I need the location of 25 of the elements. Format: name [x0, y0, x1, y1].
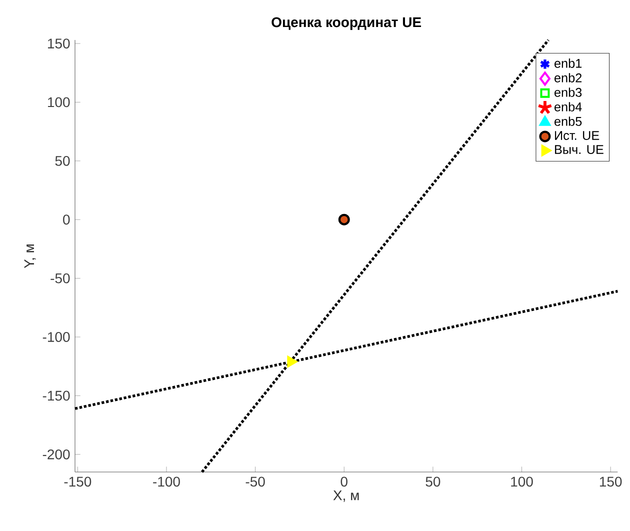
- y-tick-label: -200: [42, 449, 70, 460]
- y-tick-label: -150: [42, 390, 70, 401]
- x-tick-label: 150: [600, 476, 622, 487]
- y-tick-label: 50: [55, 156, 70, 166]
- x-tick-label: 50: [426, 476, 440, 487]
- x-tick-label: -50: [246, 476, 265, 487]
- legend-label: enb2: [554, 73, 582, 82]
- y-tick-label: 150: [48, 38, 70, 48]
- legend-label: Выч. UE: [555, 145, 604, 154]
- x-tick-label: -100: [153, 476, 180, 487]
- legend-label: enb3: [554, 88, 582, 97]
- legend-label: enb4: [554, 102, 582, 112]
- x-tick-label: -150: [64, 476, 92, 487]
- y-axis-title: Y, м: [24, 244, 36, 268]
- x-tick-label: 100: [511, 476, 533, 487]
- y-tick-label: -100: [42, 332, 70, 342]
- y-tick-label: 0: [63, 214, 70, 225]
- x-tick-label: 0: [340, 476, 348, 487]
- legend-label: enb5: [554, 116, 582, 126]
- legend-label: Ист. UE: [555, 131, 600, 140]
- legend-label: enb1: [554, 58, 582, 68]
- y-tick-label: 100: [48, 97, 70, 108]
- x-axis-title: X, м: [333, 490, 359, 502]
- y-tick-label: -50: [50, 273, 70, 284]
- chart-title: Оценка координат UE: [272, 17, 422, 30]
